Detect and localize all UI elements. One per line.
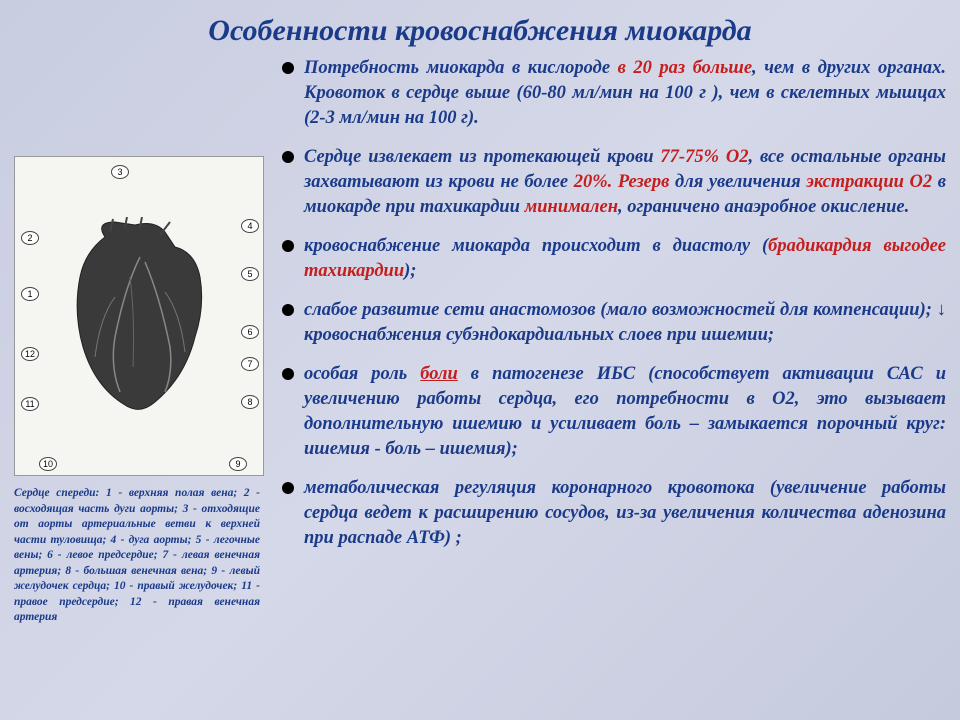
bullet-2-text: Сердце извлекает из протекающей крови 77… [304,145,946,220]
diagram-callout-4: 4 [241,219,259,233]
content-area: 123456789101112 Сердце спереди: 1 - верх… [0,56,960,626]
bullet-6-text: метаболическая регуляция коронарного кро… [304,476,946,551]
bullet-dot-icon [282,62,294,74]
bullet-dot-icon [282,304,294,316]
diagram-callout-12: 12 [21,347,39,361]
diagram-caption: Сердце спереди: 1 - верхняя полая вена; … [14,486,264,626]
diagram-callout-8: 8 [241,395,259,409]
bullet-3: кровоснабжение миокарда происходит в диа… [282,234,946,284]
bullet-dot-icon [282,368,294,380]
bullet-1: Потребность миокарда в кислороде в 20 ра… [282,56,946,131]
diagram-callout-9: 9 [229,457,247,471]
diagram-callout-6: 6 [241,325,259,339]
bullet-5: особая роль боли в патогенезе ИБС (спосо… [282,362,946,462]
heart-diagram: 123456789101112 [14,156,264,476]
bullet-6: метаболическая регуляция коронарного кро… [282,476,946,551]
diagram-callout-1: 1 [21,287,39,301]
bullet-5-text: особая роль боли в патогенезе ИБС (спосо… [304,362,946,462]
slide-title: Особенности кровоснабжения миокарда [0,0,960,56]
right-column: Потребность миокарда в кислороде в 20 ра… [274,56,946,626]
bullet-dot-icon [282,240,294,252]
bullet-4-text: слабое развитие сети анастомозов (мало в… [304,298,946,348]
diagram-callout-5: 5 [241,267,259,281]
diagram-callout-7: 7 [241,357,259,371]
bullet-dot-icon [282,151,294,163]
bullet-dot-icon [282,482,294,494]
left-column: 123456789101112 Сердце спереди: 1 - верх… [14,56,274,626]
bullet-2: Сердце извлекает из протекающей крови 77… [282,145,946,220]
heart-svg [65,217,215,417]
bullet-3-text: кровоснабжение миокарда происходит в диа… [304,234,946,284]
diagram-callout-2: 2 [21,231,39,245]
diagram-callout-11: 11 [21,397,39,411]
bullet-4: слабое развитие сети анастомозов (мало в… [282,298,946,348]
diagram-callout-10: 10 [39,457,57,471]
diagram-callout-3: 3 [111,165,129,179]
bullet-1-text: Потребность миокарда в кислороде в 20 ра… [304,56,946,131]
